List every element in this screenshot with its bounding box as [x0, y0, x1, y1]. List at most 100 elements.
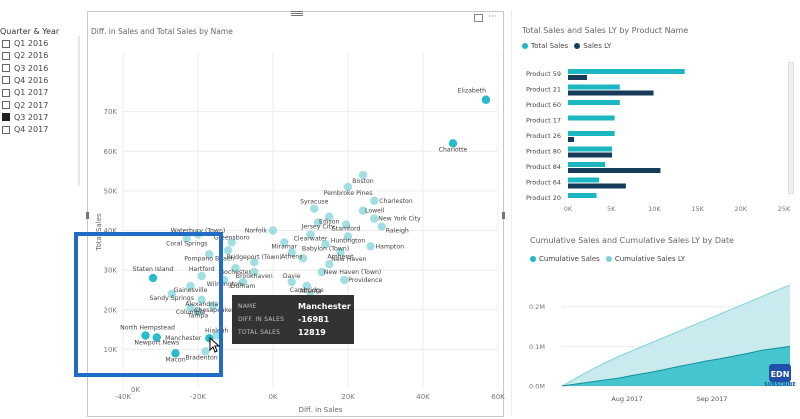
point-label: Sandy Springs — [150, 295, 194, 302]
cumulative-chart-visual[interactable]: Cumulative Sales and Cumulative Sales LY… — [522, 235, 800, 410]
slicer-checkbox[interactable] — [2, 101, 10, 109]
data-point — [358, 206, 368, 215]
point-label: Lowell — [365, 208, 385, 215]
point-label: Macon — [165, 356, 185, 363]
point-label: Atlanta — [299, 288, 321, 295]
slicer-item[interactable]: Q4 2016 — [2, 75, 48, 86]
bar-sales-ly — [568, 75, 588, 80]
data-point — [325, 259, 334, 269]
scatter-visual[interactable]: Diff. in Sales and Total Sales by Name 10… — [86, 10, 505, 417]
tooltip-total-value: 12819 — [298, 328, 326, 337]
point-label: Hartford — [189, 266, 215, 273]
data-point — [317, 267, 326, 277]
data-point — [205, 250, 214, 259]
point-label: Hialeah — [205, 328, 228, 335]
svg-text:EDN: EDN — [771, 370, 790, 379]
slicer-checkbox[interactable] — [2, 125, 10, 134]
x-tick-label: Sep 2017 — [697, 395, 728, 403]
y-tick-label: 10K — [104, 346, 118, 354]
data-point — [287, 248, 296, 257]
more-options-icon[interactable]: ··· — [488, 12, 497, 22]
point-label: Norfolk — [245, 228, 268, 235]
scatter-chart: Diff. in Sales and Total Sales by Name 10… — [91, 27, 505, 414]
category-label: Product 64 — [526, 179, 561, 187]
slicer-item-label: Q3 2016 — [14, 63, 49, 73]
slicer-checkbox[interactable] — [2, 64, 10, 73]
data-point — [223, 246, 233, 255]
data-point — [340, 275, 349, 285]
point-label: Athens — [281, 253, 302, 260]
slicer-item[interactable]: Q2 2017 — [2, 100, 48, 111]
tooltip-name-value: Manchester — [298, 302, 351, 311]
y-tick-label: 0K — [131, 386, 140, 394]
point-label: Charleston — [379, 198, 413, 205]
resize-handle-left[interactable] — [86, 212, 89, 219]
category-label: Product 20 — [526, 194, 561, 202]
data-point — [186, 281, 195, 291]
mouse-cursor-icon — [209, 337, 221, 353]
slicer-item[interactable]: Q1 2017 — [2, 87, 48, 98]
data-point — [148, 273, 158, 283]
slicer-scrollbar[interactable] — [78, 36, 80, 186]
bar-total-sales — [568, 177, 600, 183]
data-point — [377, 222, 386, 231]
data-point — [302, 281, 311, 291]
legend-item-sales-ly[interactable]: Sales LY — [574, 42, 611, 50]
point-label: Syracuse — [300, 199, 328, 206]
point-label: Boston — [352, 178, 373, 185]
data-point — [182, 234, 191, 243]
bar-sales-ly — [568, 90, 654, 96]
tooltip-diff-key: DIFF. IN SALES — [238, 316, 285, 323]
x-axis-title: Diff. in Sales — [299, 406, 343, 414]
legend-item-cumulative-sales-ly[interactable]: Cumulative Sales LY — [605, 255, 685, 263]
point-label: Stamford — [332, 226, 361, 233]
x-tick-label: 20K — [735, 205, 748, 213]
slicer-item[interactable]: Q2 2016 — [2, 50, 48, 61]
y-tick-label: 30K — [104, 267, 118, 275]
data-point — [313, 218, 323, 227]
point-label: Raleigh — [386, 228, 409, 235]
resize-handle-right[interactable] — [502, 212, 505, 219]
slicer-checkbox[interactable] — [2, 113, 10, 122]
slicer-item[interactable]: Q1 2016 — [2, 38, 48, 49]
logo-caption: SUBSCRIBE — [764, 382, 796, 388]
drag-grip-icon[interactable] — [291, 10, 303, 16]
point-label: Elizabeth — [458, 88, 487, 95]
data-point — [201, 347, 210, 356]
legend-dot — [530, 256, 536, 262]
category-label: Product 21 — [526, 86, 561, 94]
slicer-item-label: Q2 2017 — [14, 100, 49, 110]
data-point — [193, 307, 203, 316]
slicer-item[interactable]: Q3 2016 — [2, 63, 48, 74]
data-point — [287, 277, 296, 287]
data-point — [227, 238, 236, 247]
data-point — [366, 242, 375, 251]
point-label: Staten Island — [133, 266, 174, 273]
slicer-checkbox[interactable] — [2, 88, 10, 97]
focus-mode-icon[interactable] — [474, 14, 483, 22]
point-label: Durham — [231, 283, 256, 290]
legend-item-total-sales[interactable]: Total Sales — [522, 42, 568, 50]
data-point — [481, 95, 491, 104]
bar-chart: 0K 5K 10K 15K 20K 25K Product 59 Product 21 Prod… — [526, 69, 791, 213]
point-label: New Haven (Town) — [324, 269, 382, 276]
x-tick-label: 5K — [607, 205, 616, 213]
data-point — [238, 277, 248, 287]
slicer-checkbox[interactable] — [2, 51, 10, 60]
subscribe-logo-icon: EDN SUBSCRIBE — [763, 360, 797, 394]
x-tick-label: -20K — [190, 393, 206, 401]
data-point — [370, 196, 379, 205]
slicer-checkbox[interactable] — [2, 39, 10, 48]
bar-chart-visual[interactable]: Total Sales and Sales LY by Product Name… — [522, 22, 800, 222]
data-point — [343, 182, 353, 192]
slicer-item-label: Q1 2017 — [14, 88, 49, 98]
bar-chart-scrollbar[interactable] — [788, 62, 794, 194]
tooltip-total-key: TOTAL SALES — [238, 329, 281, 336]
y-tick-label: 0.0M — [529, 383, 545, 391]
slicer-item[interactable]: Q3 2017 — [2, 112, 48, 123]
point-label: Waterbury (Town) — [171, 227, 226, 234]
legend-item-cumulative-sales[interactable]: Cumulative Sales — [530, 255, 600, 263]
y-tick-label: 50K — [104, 187, 118, 195]
slicer-item[interactable]: Q4 2017 — [2, 124, 48, 135]
slicer-checkbox[interactable] — [2, 76, 10, 85]
